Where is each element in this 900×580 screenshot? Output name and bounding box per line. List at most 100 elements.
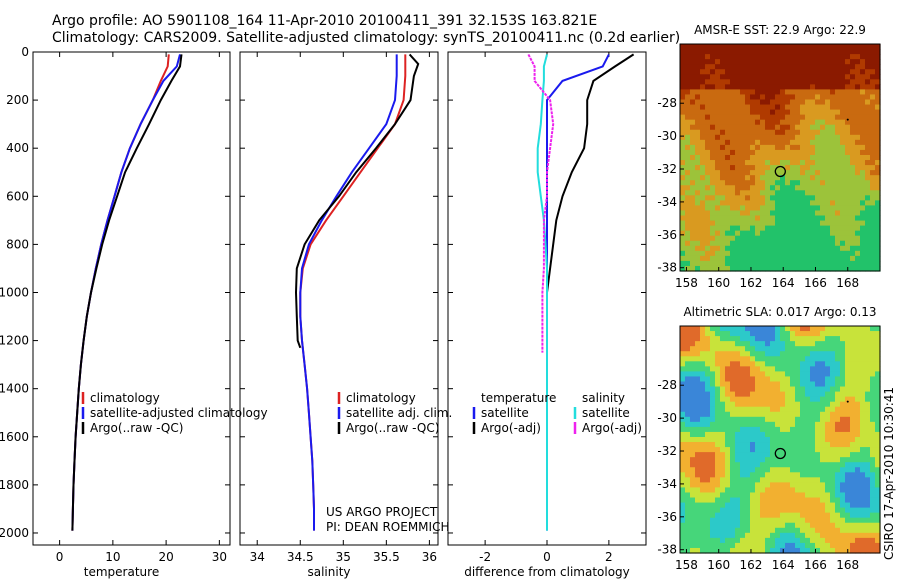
map-cell xyxy=(750,59,756,65)
map-cell xyxy=(690,416,696,423)
map-cell xyxy=(705,114,711,121)
map-cell xyxy=(845,522,851,529)
map-cell xyxy=(680,190,686,196)
map-cell xyxy=(825,245,831,252)
map-cell xyxy=(785,180,791,186)
map-cell xyxy=(790,49,796,55)
map-cell xyxy=(835,109,841,116)
map-cell xyxy=(710,144,716,151)
map-cell xyxy=(820,346,826,352)
map-cell xyxy=(845,79,851,85)
map-cell xyxy=(810,220,816,227)
map-cell xyxy=(735,512,741,519)
map-cell xyxy=(755,492,761,499)
map-cell xyxy=(835,381,841,388)
map-cell xyxy=(715,366,721,372)
map-cell xyxy=(840,99,846,106)
map-cell xyxy=(680,205,686,212)
map-cell xyxy=(825,99,831,106)
map-cell xyxy=(775,457,781,463)
map-cell xyxy=(745,260,751,267)
map-cell xyxy=(760,139,766,146)
map-cell xyxy=(765,442,771,448)
map-cell xyxy=(810,467,816,473)
map-cell xyxy=(835,356,841,362)
map-cell xyxy=(800,421,806,428)
map-y-tick-label: -38 xyxy=(657,261,677,275)
map-cell xyxy=(825,507,831,514)
map-cell xyxy=(770,467,776,473)
map-cell xyxy=(825,336,831,342)
map-cell xyxy=(850,442,856,448)
map-cell xyxy=(735,149,741,156)
map-cell xyxy=(860,245,866,252)
map-cell xyxy=(740,129,746,136)
map-cell xyxy=(735,59,741,65)
map-cell xyxy=(875,346,881,352)
map-cell xyxy=(825,69,831,75)
map-cell xyxy=(740,119,746,126)
map-cell xyxy=(790,326,796,332)
map-cell xyxy=(760,109,766,116)
map-cell xyxy=(780,512,786,519)
map-cell xyxy=(875,416,881,423)
map-cell xyxy=(685,44,691,50)
map-cell xyxy=(765,457,771,463)
map-cell xyxy=(710,527,716,534)
map-cell xyxy=(735,79,741,85)
map-cell xyxy=(845,160,851,166)
map-cell xyxy=(845,341,851,347)
map-cell xyxy=(730,114,736,121)
map-cell xyxy=(785,452,791,458)
map-cell xyxy=(750,421,756,428)
map-cell xyxy=(795,64,801,70)
map-cell xyxy=(870,180,876,186)
map-cell xyxy=(835,386,841,393)
map-cell xyxy=(745,144,751,151)
map-cell xyxy=(750,336,756,342)
map-cell xyxy=(680,472,686,478)
map-cell xyxy=(695,64,701,70)
map-cell xyxy=(705,160,711,166)
map-cell xyxy=(710,326,716,332)
legend-label: Argo(-adj) xyxy=(582,421,642,435)
map-cell xyxy=(820,406,826,413)
map-cell xyxy=(705,180,711,186)
map-cell xyxy=(790,165,796,171)
map-cell xyxy=(730,361,736,367)
map-cell xyxy=(690,411,696,418)
map-cell xyxy=(750,180,756,186)
map-cell xyxy=(780,467,786,473)
map-cell xyxy=(685,487,691,494)
map-cell xyxy=(845,447,851,453)
map-cell xyxy=(790,59,796,65)
map-cell xyxy=(780,64,786,70)
map-cell xyxy=(720,497,726,504)
map-cell xyxy=(730,537,736,544)
map-cell xyxy=(855,170,861,176)
map-cell xyxy=(785,54,791,60)
map-cell xyxy=(745,129,751,136)
map-cell xyxy=(775,74,781,80)
map-cell xyxy=(770,522,776,529)
map-cell xyxy=(680,502,686,509)
map-cell xyxy=(800,44,806,50)
map-cell xyxy=(845,205,851,212)
map-cell xyxy=(730,376,736,383)
map-cell xyxy=(870,54,876,60)
map-cell xyxy=(775,215,781,222)
map-cell xyxy=(750,94,756,101)
map-cell xyxy=(840,74,846,80)
map-cell xyxy=(800,175,806,181)
map-cell xyxy=(780,195,786,201)
map-cell xyxy=(855,250,861,257)
map-cell xyxy=(705,542,711,549)
map-cell xyxy=(810,366,816,372)
map-cell xyxy=(785,326,791,332)
map-cell xyxy=(805,477,811,483)
map-cell xyxy=(830,467,836,473)
map-cell xyxy=(840,547,846,554)
map-cell xyxy=(840,185,846,191)
map-cell xyxy=(855,104,861,111)
map-cell xyxy=(795,467,801,473)
